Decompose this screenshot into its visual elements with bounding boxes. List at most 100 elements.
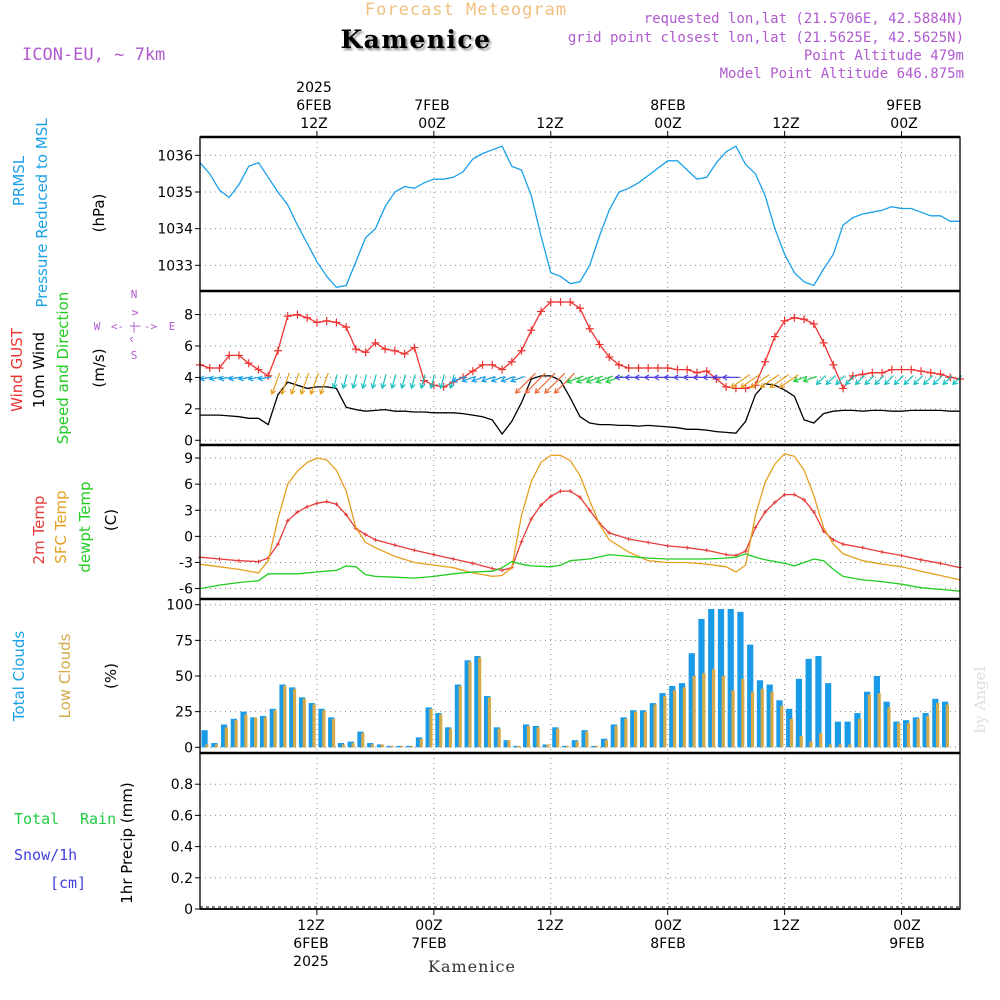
- wind-direction-arrow: [247, 375, 262, 382]
- total-cloud-bar: [250, 717, 257, 748]
- gust-marker: [663, 364, 672, 372]
- low-cloud-bar: [458, 685, 462, 748]
- low-cloud-bar: [780, 705, 784, 748]
- ytick-label-p3: 100: [166, 598, 193, 614]
- low-cloud-bar: [556, 728, 560, 748]
- wind-direction-arrow: [514, 372, 536, 394]
- ytick-label-p4: 0: [184, 902, 193, 918]
- temp-marker: [217, 556, 222, 561]
- gust-marker: [829, 360, 838, 369]
- low-cloud-bar: [672, 690, 677, 748]
- temp-marker: [548, 494, 553, 499]
- pressure-label-prmsl: PRMSL: [10, 155, 28, 206]
- total-cloud-bar: [425, 707, 432, 748]
- wind-direction-arrow: [490, 375, 506, 383]
- clouds-unit: (%): [102, 663, 120, 689]
- total-cloud-bar: [454, 684, 462, 748]
- gust-marker: [312, 318, 321, 327]
- wind-direction-arrow: [309, 372, 320, 396]
- temp-labels: 2m Temp SFC Temp dewpt Temp (C): [30, 481, 120, 572]
- low-cloud-bar: [215, 744, 219, 748]
- total-cloud-bar: [708, 608, 715, 748]
- low-cloud-bar: [945, 704, 949, 748]
- low-cloud-bar: [536, 727, 540, 748]
- wind-direction-arrow: [759, 374, 780, 389]
- gust-marker: [644, 364, 653, 372]
- total-cloud-bar: [415, 737, 423, 748]
- gust-marker: [722, 382, 731, 391]
- wind-direction-arrow: [553, 372, 575, 394]
- wind-direction-arrow: [510, 375, 525, 383]
- low-cloud-bar: [302, 698, 306, 748]
- grid-point-coords: grid point closest lon,lat (21.5625E, 42…: [568, 30, 964, 46]
- gust-marker: [234, 351, 243, 360]
- gust-marker: [673, 365, 682, 374]
- ytick-label-p4: 0.6: [171, 808, 193, 824]
- pressure-labels: PRMSL Pressure Reduced to MSL (hPa): [10, 118, 108, 308]
- ytick-label-p2: 3: [184, 503, 193, 519]
- gust-marker: [410, 343, 419, 352]
- gust-marker: [546, 298, 555, 306]
- wind-direction-arrow: [802, 375, 817, 383]
- ytick-label-p4: 0.8: [171, 777, 193, 793]
- cloud-labels: Total Clouds Low Clouds (%): [10, 631, 120, 723]
- 2m-temp-line: [199, 490, 961, 571]
- total-cloud-bar: [503, 740, 510, 748]
- gust-marker: [770, 332, 779, 341]
- total-cloud-bar: [445, 727, 452, 748]
- low-cloud-bar: [819, 733, 823, 748]
- total-cloud-bar: [893, 721, 900, 748]
- total-cloud-bar: [698, 618, 705, 748]
- low-cloud-bar: [380, 744, 384, 748]
- temp-marker: [519, 539, 524, 544]
- low-cloud-bar: [468, 661, 472, 748]
- total-cloud-bar: [786, 708, 793, 748]
- gust-marker: [332, 318, 341, 327]
- wind-direction-arrow: [319, 372, 329, 396]
- low-cloud-bar: [565, 745, 569, 748]
- gust-marker: [556, 298, 565, 306]
- low-cloud-bar: [663, 695, 667, 748]
- compass-wire-horizontal: <- | ->: [111, 320, 158, 333]
- wind-direction-arrow: [825, 375, 836, 386]
- total-cloud-bar: [591, 745, 598, 748]
- gust-marker: [761, 357, 770, 366]
- bottom-tick-6feb-day: 6FEB: [293, 936, 328, 952]
- top-tick-9feb-hour: 00Z: [890, 116, 917, 132]
- low-cloud-bar: [575, 741, 579, 748]
- wind-label-speed-direction: Speed and Direction: [54, 292, 72, 445]
- total-cloud-bar: [678, 683, 686, 748]
- ytick-label-p1: 4: [184, 370, 193, 386]
- total-cloud-bar: [220, 724, 228, 748]
- low-cloud-bar: [916, 718, 920, 748]
- temp-marker: [811, 509, 816, 514]
- wind-direction-arrow: [331, 374, 338, 390]
- wind-direction-arrow: [351, 374, 358, 390]
- wind-direction-arrow: [360, 374, 367, 390]
- bottom-tick-8feb-hour: 00Z: [654, 918, 681, 934]
- low-cloud-bar: [789, 718, 794, 748]
- low-cloud-bar: [487, 697, 492, 748]
- low-cloud-bar: [507, 740, 511, 748]
- low-cloud-bar: [624, 718, 628, 748]
- gust-marker: [283, 312, 292, 321]
- requested-coords: requested lon,lat (21.5706E, 42.5884N): [644, 11, 964, 27]
- precip-label-cm: [cm]: [50, 874, 86, 892]
- dewpt-temp-line: [199, 553, 961, 592]
- temp-marker: [685, 545, 690, 550]
- total-cloud-bar: [308, 703, 315, 748]
- wind-direction-arrow: [730, 374, 750, 389]
- low-cloud-bar: [692, 676, 696, 748]
- wind-direction-arrow: [792, 375, 808, 383]
- low-cloud-bar: [858, 718, 862, 748]
- temp-marker: [295, 509, 300, 514]
- temp-marker: [743, 549, 748, 554]
- total-cloud-bar: [834, 721, 842, 748]
- top-tick-8feb-day: 8FEB: [650, 98, 685, 114]
- top-time-axis: 2025 6FEB 12Z 7FEB 00Z 12Z 8FEB 00Z 12Z …: [296, 80, 922, 132]
- low-cloud-bar: [439, 714, 443, 748]
- temp-marker: [782, 492, 787, 497]
- gust-marker: [478, 360, 487, 369]
- low-cloud-bar: [517, 745, 521, 748]
